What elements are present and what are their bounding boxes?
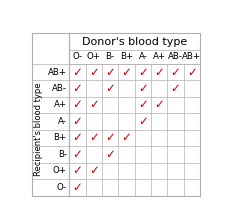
Text: Recipient's blood type: Recipient's blood type xyxy=(34,83,43,177)
Text: ✓: ✓ xyxy=(122,66,131,79)
Text: A+: A+ xyxy=(54,101,67,110)
Text: ✓: ✓ xyxy=(72,99,82,112)
Text: ✓: ✓ xyxy=(72,148,82,161)
Text: AB+: AB+ xyxy=(48,68,67,77)
Text: B+: B+ xyxy=(120,52,133,61)
Text: ✓: ✓ xyxy=(154,66,164,79)
Text: ✓: ✓ xyxy=(187,66,197,79)
Text: AB+: AB+ xyxy=(182,52,202,61)
Text: A+: A+ xyxy=(153,52,166,61)
Text: ✓: ✓ xyxy=(105,66,115,79)
Text: ✓: ✓ xyxy=(105,131,115,144)
Text: ✓: ✓ xyxy=(138,82,148,95)
Text: ✓: ✓ xyxy=(154,99,164,112)
Text: ✓: ✓ xyxy=(138,115,148,128)
Text: O+: O+ xyxy=(53,166,67,175)
Text: ✓: ✓ xyxy=(72,115,82,128)
Text: ✓: ✓ xyxy=(138,99,148,112)
Text: ✓: ✓ xyxy=(72,181,82,194)
Text: AB-: AB- xyxy=(168,52,183,61)
Text: ✓: ✓ xyxy=(72,164,82,177)
Text: A-: A- xyxy=(58,117,67,126)
Text: ✓: ✓ xyxy=(72,131,82,144)
Text: ✓: ✓ xyxy=(171,66,180,79)
Text: ✓: ✓ xyxy=(122,131,131,144)
Text: ✓: ✓ xyxy=(72,66,82,79)
Text: ✓: ✓ xyxy=(72,82,82,95)
Text: ✓: ✓ xyxy=(138,66,148,79)
Text: ✓: ✓ xyxy=(105,148,115,161)
Text: B-: B- xyxy=(58,150,67,159)
Text: O+: O+ xyxy=(87,52,101,61)
Text: Donor's blood type: Donor's blood type xyxy=(82,37,187,47)
Text: O-: O- xyxy=(72,52,82,61)
Text: AB-: AB- xyxy=(52,84,67,93)
Text: A-: A- xyxy=(139,52,147,61)
Text: ✓: ✓ xyxy=(89,131,99,144)
Text: ✓: ✓ xyxy=(89,66,99,79)
Text: ✓: ✓ xyxy=(89,164,99,177)
Text: B+: B+ xyxy=(54,134,67,142)
Text: ✓: ✓ xyxy=(89,99,99,112)
Text: ✓: ✓ xyxy=(171,82,180,95)
Text: ✓: ✓ xyxy=(105,82,115,95)
Text: B-: B- xyxy=(106,52,115,61)
Text: O-: O- xyxy=(57,183,67,192)
